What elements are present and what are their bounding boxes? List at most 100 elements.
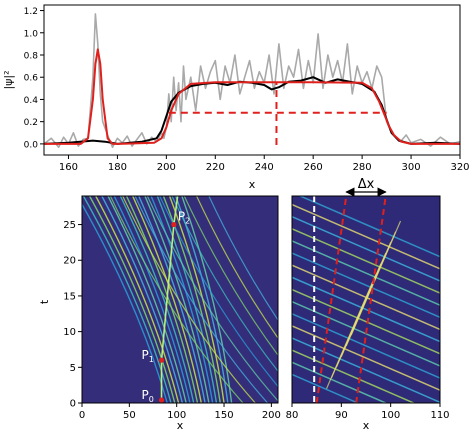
- br-stripe: [292, 228, 440, 294]
- top-xtick-label: 280: [353, 162, 372, 173]
- top-line-chart: 160 180 200 220 240 260 280 300 320 0.0 0.2 0.4 0.6…: [2, 4, 470, 191]
- bl-xtick-label: 0: [79, 410, 85, 421]
- bl-trajectory: [168, 196, 225, 403]
- br-xtick-label: 100: [381, 410, 400, 421]
- bl-xtick-label: 50: [123, 410, 136, 421]
- br-oblique-stripe: [350, 220, 402, 336]
- bl-trajectory: [181, 196, 233, 403]
- br-stripe: [292, 361, 388, 403]
- top-ytick-label: 0.4: [24, 96, 39, 106]
- br-stripe: [292, 373, 360, 403]
- top-xtick-label: 240: [255, 162, 274, 173]
- bl-trajectory-outer: [171, 196, 278, 373]
- br-stripe: [298, 196, 440, 258]
- top-x-ticks: 160 180 200 220 240 260 280 300 320: [59, 155, 470, 173]
- bl-trajectory: [150, 196, 214, 403]
- top-xtick-label: 300: [402, 162, 421, 173]
- br-stripe: [292, 325, 440, 391]
- bl-point-marker: [171, 221, 177, 228]
- bl-trajectory: [144, 196, 210, 403]
- bl-ytick-label: 20: [63, 256, 76, 267]
- bl-trajectory-outer: [134, 196, 269, 403]
- bl-trajectory: [113, 196, 191, 403]
- bl-point-marker: [158, 397, 165, 403]
- top-y-ticks: 0.0 0.2 0.4 0.6 0.8 1.0 1.2: [24, 7, 44, 150]
- bl-ytick-label: 15: [63, 291, 76, 302]
- bottom-right-heatmap: 80 90 100 110 Δx x: [286, 177, 450, 432]
- top-xtick-label: 200: [157, 162, 176, 173]
- bl-trajectory-outer: [122, 196, 256, 403]
- bl-ytick-label: 0: [70, 399, 76, 410]
- br-x-axis-label: x: [363, 419, 370, 432]
- bl-trajectory-outer: [109, 196, 244, 403]
- br-x-ticks: 80 90 100 110: [286, 403, 450, 421]
- br-xtick-label: 110: [430, 410, 449, 421]
- top-ytick-label: 0.8: [24, 52, 39, 62]
- br-xtick-label: 90: [335, 410, 348, 421]
- bl-x-ticks: 0 50 100 150 200: [79, 403, 281, 421]
- bl-trajectory-outer: [208, 196, 278, 322]
- bl-point-subscript: 1: [149, 355, 154, 364]
- bl-trajectory: [125, 196, 199, 403]
- top-y-axis-label: |ψ|²: [2, 70, 15, 89]
- bl-xtick-label: 100: [167, 410, 186, 421]
- br-stripe: [292, 203, 440, 270]
- br-stripe: [292, 349, 416, 403]
- bl-ytick-label: 25: [63, 220, 76, 231]
- bl-point-subscript: 0: [149, 395, 154, 404]
- top-x-axis-label: x: [249, 178, 256, 191]
- br-stripe: [292, 337, 440, 403]
- br-stripe: [292, 300, 440, 367]
- bl-heatmap-trajectories: [82, 196, 278, 403]
- top-ytick-label: 0.2: [24, 118, 38, 128]
- top-xtick-label: 220: [206, 162, 225, 173]
- bl-point-subscript: 2: [185, 217, 190, 226]
- bl-heatmap-background: [82, 196, 278, 403]
- br-stripe: [292, 216, 440, 282]
- bl-trajectory: [88, 196, 176, 403]
- top-axes-frame: [43, 4, 461, 156]
- br-stripe: [292, 276, 440, 343]
- bl-trajectory: [138, 196, 206, 403]
- bl-bright-trajectory: [160, 196, 179, 403]
- top-ytick-label: 0.0: [24, 140, 39, 150]
- br-stripe: [292, 288, 440, 355]
- delta-x-label: Δx: [358, 177, 375, 192]
- top-xtick-label: 260: [304, 162, 323, 173]
- br-xtick-label: 80: [286, 410, 299, 421]
- br-stripe: [292, 313, 440, 379]
- bl-point-marker: [158, 357, 165, 363]
- bl-trajectory: [119, 196, 195, 403]
- bl-trajectory: [132, 196, 202, 403]
- top-ytick-label: 1.0: [24, 29, 39, 39]
- bl-trajectory: [82, 196, 172, 403]
- br-stripe: [292, 240, 440, 306]
- bl-trajectory: [95, 196, 180, 403]
- bl-axes-frame: [81, 195, 279, 404]
- top-ytick-label: 1.2: [24, 7, 38, 17]
- bl-trajectory-outer: [196, 196, 278, 340]
- bl-xtick-label: 150: [214, 410, 233, 421]
- bl-y-axis-label: t: [38, 299, 51, 304]
- bl-trajectory: [101, 196, 184, 403]
- br-slanted-dashed-line: [355, 196, 387, 403]
- bl-trajectory-outer: [183, 196, 278, 357]
- bl-trajectory: [107, 196, 187, 403]
- br-heatmap-stripes: [292, 196, 440, 403]
- top-xtick-label: 320: [450, 162, 469, 173]
- bl-trajectory: [156, 196, 218, 403]
- bl-ytick-label: 10: [63, 327, 76, 338]
- bl-x-axis-label: x: [177, 419, 184, 432]
- bl-trajectory: [82, 202, 168, 403]
- top-xtick-label: 180: [108, 162, 127, 173]
- bl-y-ticks: 0 5 10 15 20 25: [63, 220, 82, 410]
- top-series-group: [44, 13, 460, 148]
- bl-ytick-label: 5: [70, 363, 76, 374]
- top-series-2-line: [44, 48, 460, 145]
- br-stripe: [292, 252, 440, 319]
- br-slanted-dashed-line: [315, 196, 348, 403]
- bl-xtick-label: 200: [262, 410, 281, 421]
- top-xtick-label: 160: [59, 162, 78, 173]
